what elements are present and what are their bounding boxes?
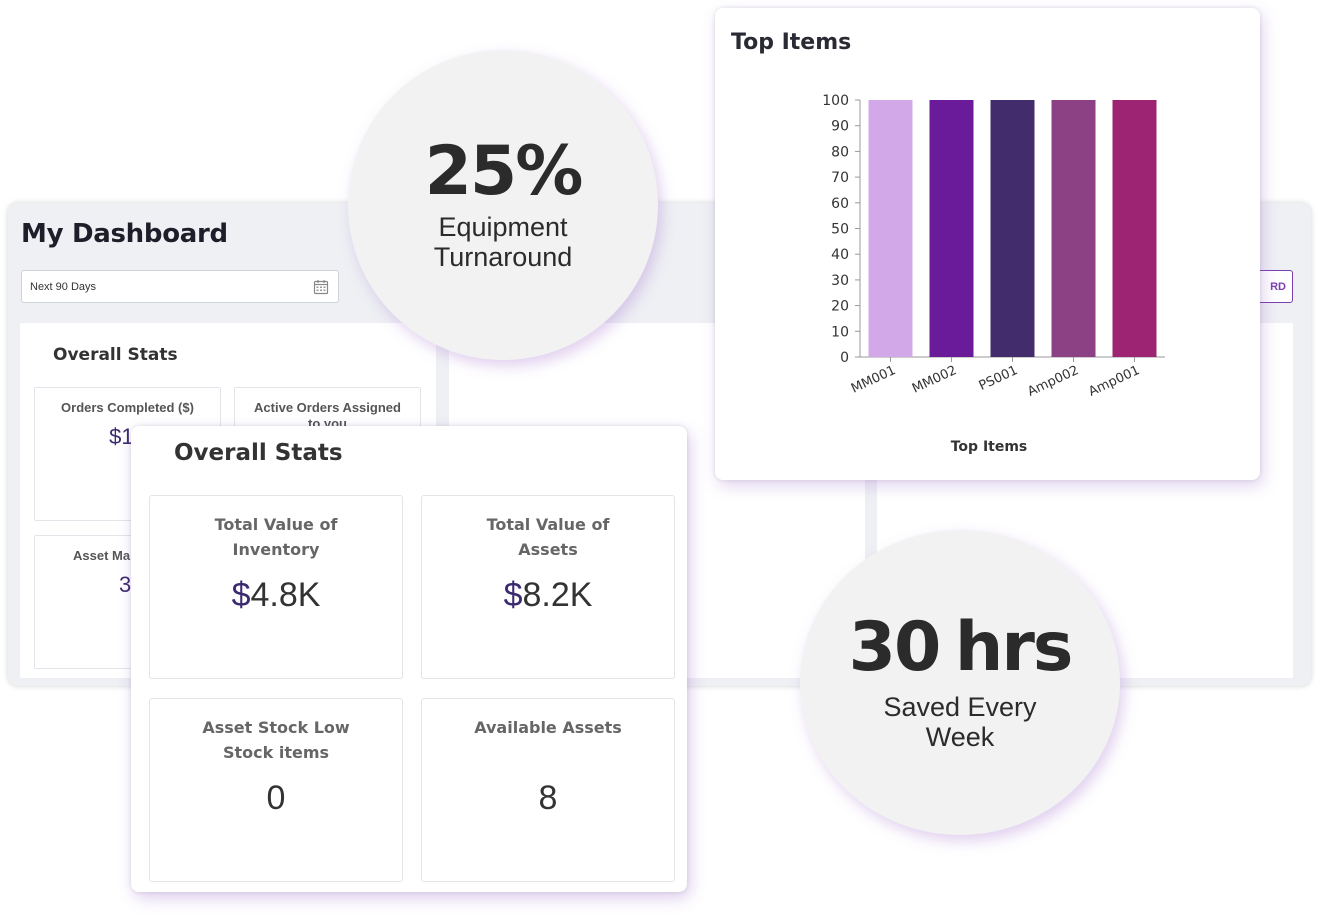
chart-x-tick-label: PS001 [977, 363, 1020, 394]
stat-card-inventory-value: Total Value of Inventory $4.8K [149, 495, 403, 679]
top-items-card: Top Items 0 10 20 30 40 50 60 70 80 90 100 MM001 MM0… [715, 8, 1260, 480]
hours-saved-label-line1: Saved Every [883, 691, 1037, 722]
stat-label: Total Value of Inventory [214, 515, 338, 559]
top-items-title: Top Items [731, 30, 852, 55]
stat-value: 8 [538, 779, 558, 817]
chart-y-tick-label: 50 [831, 222, 849, 238]
hours-saved-bubble: 30 hrs Saved Every Week [800, 530, 1120, 835]
chart-bar [990, 100, 1035, 357]
overall-stats-title: Overall Stats [174, 440, 343, 466]
date-range-picker[interactable]: Next 90 Days [21, 270, 339, 303]
turnaround-bubble: 25% Equipment Turnaround [348, 50, 658, 360]
chart-x-tick-label: MM001 [849, 363, 898, 397]
calendar-icon[interactable] [313, 279, 329, 295]
stat-label: Available Assets [474, 718, 622, 737]
date-range-value: Next 90 Days [30, 280, 97, 293]
chart-y-tick-label: 60 [831, 196, 849, 212]
bg-stats-title: Overall Stats [53, 345, 178, 365]
stat-value: $4.8K [231, 576, 321, 614]
stat-card-low-stock: Asset Stock Low Stock items 0 [149, 698, 403, 882]
chart-y-tick-label: 70 [831, 170, 849, 186]
chart-bar [929, 100, 974, 357]
chart-y-tick-label: 90 [831, 119, 849, 135]
chart-y-tick-label: 20 [831, 299, 849, 315]
stat-label: Asset Stock Low Stock items [202, 718, 350, 762]
stat-value: 0 [266, 779, 286, 817]
bg-stat-value: 3 [119, 572, 132, 597]
stat-card-available-assets: Available Assets 8 [421, 698, 675, 882]
chart-x-axis-label: Top Items [951, 439, 1028, 455]
hours-saved-value: 30 hrs [848, 607, 1074, 687]
stat-label: Total Value of Assets [486, 515, 610, 559]
chart-y-tick-label: 80 [831, 144, 849, 160]
chart-x-tick-label: Amp001 [1086, 363, 1142, 400]
chart-y-tick-label: 10 [831, 324, 849, 340]
overall-stats-card: Overall Stats Total Value of Inventory $… [131, 426, 687, 892]
page-title: My Dashboard [21, 219, 228, 249]
chart-bar [1051, 100, 1096, 357]
stat-card-assets-value: Total Value of Assets $8.2K [421, 495, 675, 679]
chart-y-tick-label: 30 [831, 273, 849, 289]
stat-value: $8.2K [503, 576, 593, 614]
chart-y-tick-label: 0 [840, 350, 849, 366]
chart-x-tick-label: MM002 [910, 363, 959, 397]
chart-bar [1112, 100, 1157, 357]
chart-x-tick-label: Amp002 [1025, 363, 1081, 400]
chart-y-tick-label: 40 [831, 247, 849, 263]
chart-bar [868, 100, 913, 357]
chart-y-tick-label: 100 [822, 93, 849, 109]
turnaround-label-line1: Equipment [438, 212, 568, 242]
bg-stat-label: Orders Completed ($) [61, 400, 194, 415]
turnaround-value: 25% [424, 132, 584, 211]
turnaround-label-line2: Turnaround [433, 242, 573, 272]
hours-saved-label-line2: Week [925, 721, 995, 752]
